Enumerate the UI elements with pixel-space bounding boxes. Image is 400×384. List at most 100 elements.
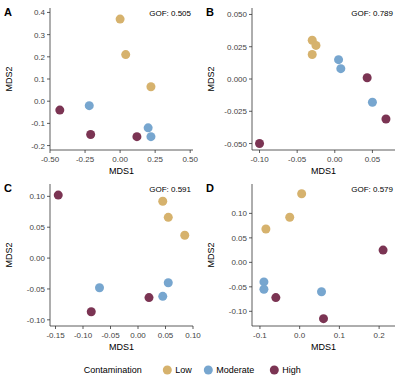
- y-tick: [47, 123, 50, 124]
- x-tick-label: -0.15: [46, 331, 65, 340]
- x-tick: [190, 150, 191, 153]
- x-tick-label: 0.00: [130, 331, 146, 340]
- y-tick-label: 0.4: [34, 8, 46, 17]
- x-axis-label: MDS1: [109, 166, 134, 176]
- x-tick-label: 0.00: [112, 155, 128, 164]
- legend-label: Low: [175, 365, 192, 375]
- y-tick-label: -0.10: [229, 307, 248, 316]
- point: High: [145, 293, 154, 302]
- gof-annotation: GOF: 0.579: [351, 185, 393, 194]
- x-tick-label: -0.05: [101, 331, 120, 340]
- point: Moderate: [85, 101, 94, 110]
- legend-label: Moderate: [216, 365, 254, 375]
- points: LowLowLowModerateModerateModerateHighHig…: [55, 15, 155, 142]
- x-tick-label: -0.1: [253, 331, 267, 340]
- x-tick-label: 0.50: [182, 155, 198, 164]
- point: Moderate: [317, 287, 326, 296]
- y-tick: [249, 143, 252, 144]
- x-tick: [85, 150, 86, 153]
- point: Moderate: [164, 278, 173, 287]
- x-tick-label: -0.05: [288, 155, 307, 164]
- y-axis-label: MDS2: [4, 66, 14, 91]
- y-tick: [249, 111, 252, 112]
- y-tick: [47, 145, 50, 146]
- panel-letter: A: [4, 6, 12, 18]
- y-tick: [249, 237, 252, 238]
- x-tick: [334, 150, 335, 153]
- x-tick: [372, 150, 373, 153]
- x-axis-line: [50, 150, 193, 151]
- point: Low: [158, 197, 167, 206]
- point: High: [381, 115, 390, 124]
- y-tick: [249, 286, 252, 287]
- x-tick: [110, 326, 111, 329]
- legend-label: High: [282, 365, 301, 375]
- point: Moderate: [259, 285, 268, 294]
- x-tick: [55, 326, 56, 329]
- points: LowLowLowModerateModerateModerateHighHig…: [255, 36, 390, 148]
- x-axis-line: [252, 326, 395, 327]
- points: LowLowLowModerateModerateModerateHighHig…: [54, 191, 190, 317]
- y-tick-label: 0.10: [29, 192, 45, 201]
- y-tick: [249, 311, 252, 312]
- panel: -0.10.00.10.2-0.10-0.050.000.050.10MDS1M…: [206, 182, 395, 352]
- point: High: [87, 307, 96, 316]
- y-tick-label: -0.1: [31, 119, 45, 128]
- y-tick: [47, 288, 50, 289]
- y-tick: [47, 258, 50, 259]
- y-tick-label: -0.05: [229, 283, 248, 292]
- point: Low: [146, 82, 155, 91]
- y-tick: [249, 46, 252, 47]
- x-axis-label: MDS1: [311, 342, 336, 352]
- x-tick-label: -0.10: [74, 331, 93, 340]
- y-tick: [47, 196, 50, 197]
- point: Moderate: [95, 283, 104, 292]
- x-tick: [193, 326, 194, 329]
- y-tick-label: -0.025: [224, 107, 247, 116]
- point: Moderate: [336, 64, 345, 73]
- panel: -0.10-0.050.000.05-0.050-0.0250.0000.025…: [206, 6, 395, 176]
- y-tick-label: -0.05: [27, 285, 46, 294]
- y-tick-label: 0.00: [231, 258, 247, 267]
- legend-title: Contamination: [84, 365, 142, 375]
- x-tick-label: 0.0: [294, 331, 306, 340]
- x-tick-label: -0.25: [76, 155, 95, 164]
- point: High: [54, 191, 63, 200]
- x-axis-line: [252, 150, 395, 151]
- x-axis-label: MDS1: [109, 342, 134, 352]
- y-tick: [249, 79, 252, 80]
- x-axis-label: MDS1: [311, 166, 336, 176]
- gof-annotation: GOF: 0.505: [149, 9, 191, 18]
- x-axis-line: [50, 326, 193, 327]
- point: Moderate: [334, 55, 343, 64]
- panel-letter: D: [206, 182, 214, 194]
- x-tick: [138, 326, 139, 329]
- point: High: [132, 132, 141, 141]
- point: High: [319, 314, 328, 323]
- point: Low: [308, 50, 317, 59]
- y-tick: [47, 101, 50, 102]
- y-tick: [47, 34, 50, 35]
- y-tick-label: 0.10: [231, 209, 247, 218]
- gof-annotation: GOF: 0.789: [351, 9, 393, 18]
- panel: -0.50-0.250.000.250.50-0.2-0.10.00.10.20…: [4, 6, 199, 176]
- y-tick-label: 0.00: [29, 254, 45, 263]
- y-tick: [47, 79, 50, 80]
- y-tick-label: 0.05: [29, 223, 45, 232]
- y-tick-label: 0.3: [34, 31, 46, 40]
- point: Moderate: [158, 292, 167, 301]
- legend-swatch: [270, 366, 279, 375]
- x-tick-label: 0.25: [147, 155, 163, 164]
- x-tick-label: -0.50: [41, 155, 60, 164]
- point: Low: [297, 189, 306, 198]
- y-tick-label: 0.0: [34, 97, 46, 106]
- figure: -0.50-0.250.000.250.50-0.2-0.10.00.10.20…: [0, 0, 400, 384]
- x-tick-label: 0.1: [334, 331, 346, 340]
- legend-swatch: [204, 366, 213, 375]
- y-axis-label: MDS2: [206, 242, 216, 267]
- x-tick: [259, 326, 260, 329]
- y-tick-label: -0.10: [27, 316, 46, 325]
- point: Low: [285, 213, 294, 222]
- point: Moderate: [368, 98, 377, 107]
- x-tick: [379, 326, 380, 329]
